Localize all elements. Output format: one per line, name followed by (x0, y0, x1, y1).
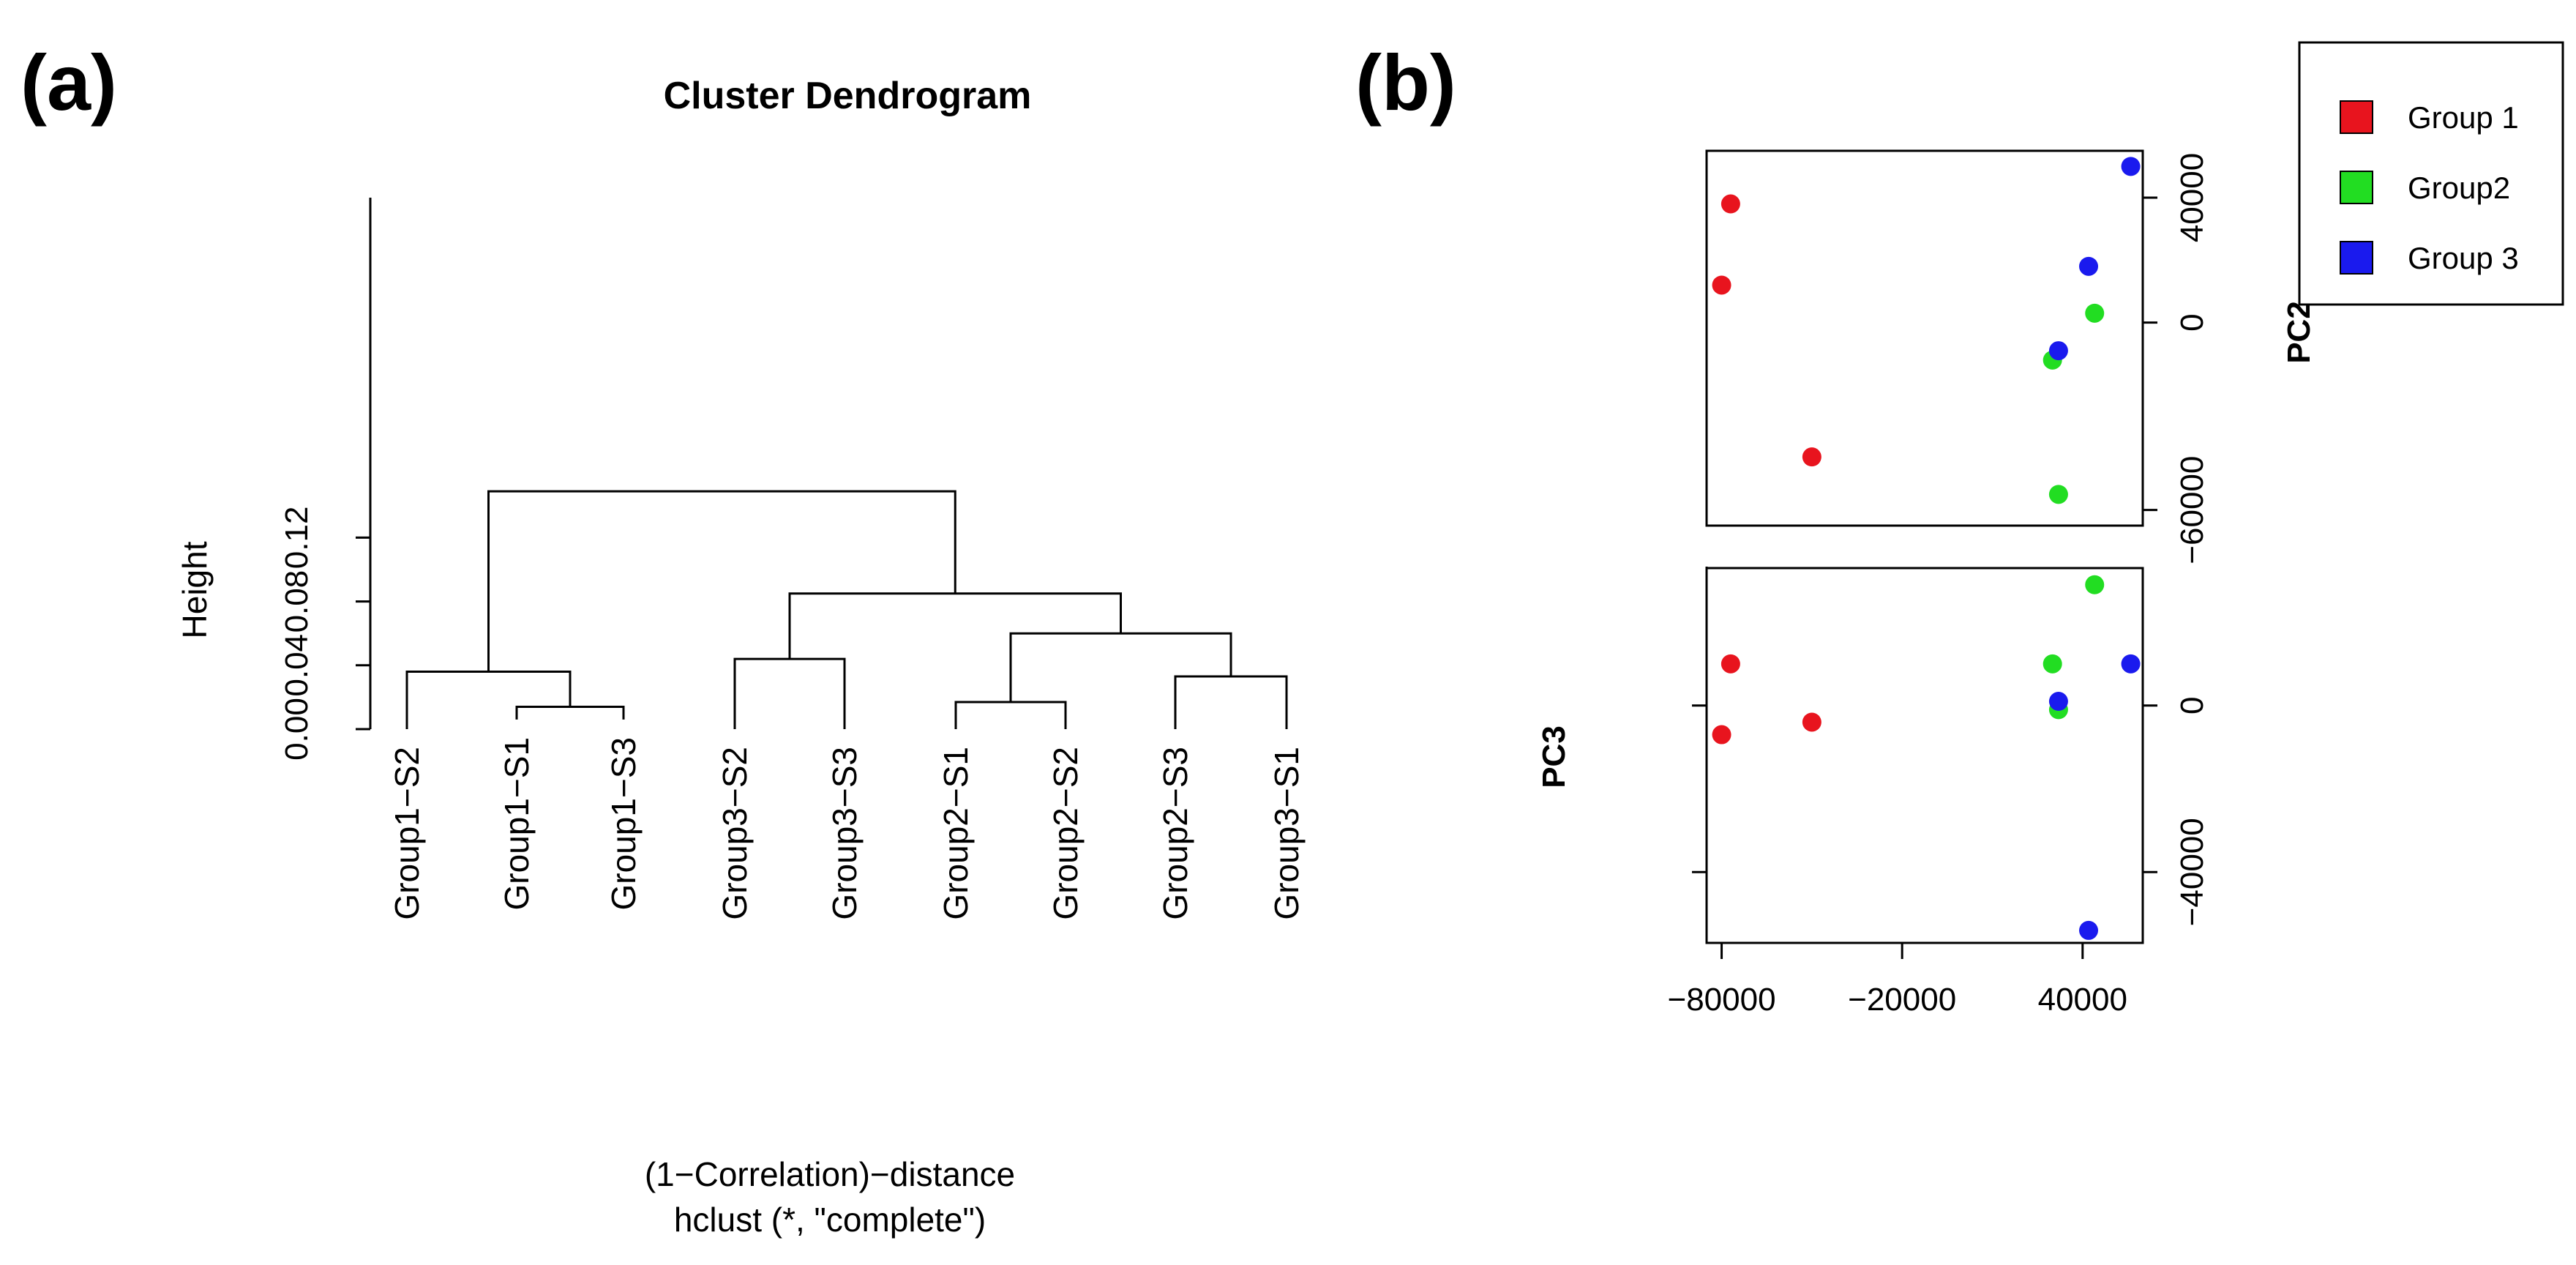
pca-bottom-x-tick-label: 40000 (2038, 982, 2127, 1018)
pca-top-y-axis-title: PC2 (2281, 301, 2317, 364)
dendrogram-link (515, 705, 625, 720)
pca-bottom-point (2043, 654, 2062, 673)
pca-bottom-point (1721, 654, 1740, 673)
dendrogram-leaf-label: Group1−S1 (498, 737, 536, 911)
pca-bottom-point (2079, 920, 2099, 940)
dendrogram-x-axis-title: (1−Correlation)−distance (645, 1155, 1015, 1193)
dendrogram-link (1009, 632, 1232, 702)
dendrogram-link (788, 592, 1122, 660)
dendrogram-link (405, 671, 572, 729)
dendrogram-leaf-label: Group3−S1 (1268, 747, 1306, 920)
pca-bottom-point (1712, 725, 1731, 745)
pca-bottom-point (1802, 712, 1821, 732)
pca-top-point (2048, 341, 2068, 361)
dendrogram-link (954, 701, 1067, 729)
pca-top-point (2048, 485, 2068, 504)
pca-chart: PC2 PC3 −60000 0 40000 −40000 0 −80000 −20000… (1536, 149, 2317, 1018)
pca-top-plot-frame (1705, 149, 2144, 527)
dendrogram-leaf-label: Group3−S3 (825, 747, 864, 920)
pca-bottom-y-axis-title: PC3 (1536, 725, 1572, 788)
legend-label: Group 1 (2408, 100, 2519, 135)
pca-bottom-y-tick-label: 0 (2174, 696, 2210, 714)
pca-top-y-tick-label: 40000 (2174, 153, 2210, 242)
pca-top-y-tick-label: −60000 (2174, 456, 2210, 564)
dendrogram-y-tick-label: 0.00 (279, 698, 315, 761)
dendrogram-link (733, 657, 846, 729)
dendrogram-y-tick-label: 0.12 (279, 507, 315, 570)
legend: Group 1 Group2 Group 3 (2298, 41, 2564, 306)
dendrogram-leaf-label: Group2−S3 (1156, 747, 1194, 920)
pca-top-point (1721, 194, 1740, 214)
pca-top-point (1712, 275, 1731, 295)
dendrogram-subtitle: hclust (*, "complete") (674, 1201, 986, 1239)
pca-top-point (2079, 256, 2099, 276)
pca-top-point (2121, 157, 2141, 176)
dendrogram-leaf-label: Group1−S3 (604, 737, 643, 911)
dendrogram-y-tick-label: 0.08 (279, 570, 315, 633)
legend-swatch (2340, 100, 2373, 134)
dendrogram-y-tick-label: 0.04 (279, 634, 315, 697)
legend-swatch (2340, 241, 2373, 275)
dendrogram-link (487, 490, 956, 672)
pca-top-y-tick-label: 0 (2174, 313, 2210, 331)
pca-bottom-plot-frame (1705, 567, 2144, 944)
dendrogram-leaf-label: Group1−S2 (388, 747, 426, 920)
legend-swatch (2340, 171, 2373, 204)
pca-bottom-y-tick-label: −40000 (2174, 818, 2210, 926)
legend-label: Group2 (2408, 171, 2510, 205)
dendrogram-leaf-label: Group2−S1 (937, 747, 975, 920)
dendrogram-leaf-label: Group2−S2 (1046, 747, 1085, 920)
panel-a-label: (a) (20, 38, 117, 127)
legend-label: Group 3 (2408, 241, 2519, 275)
pca-bottom-x-tick-label: −20000 (1848, 982, 1956, 1018)
dendrogram-leaf-label: Group3−S2 (716, 747, 754, 920)
dendrogram-title: Cluster Dendrogram (664, 75, 1032, 117)
pca-bottom-x-tick-label: −80000 (1668, 982, 1776, 1018)
pca-top-point (1802, 447, 1821, 467)
panel-b-label: (b) (1355, 38, 1456, 127)
pca-bottom-point (2085, 575, 2105, 594)
dendrogram-y-axis-title: Height (176, 541, 214, 638)
dendrogram-link (1174, 675, 1288, 729)
dendrogram-chart: Cluster Dendrogram Height (1−Correlation… (176, 75, 1306, 1239)
pca-top-point (2085, 303, 2105, 323)
pca-bottom-point (2121, 654, 2141, 673)
pca-bottom-point (2048, 692, 2068, 712)
